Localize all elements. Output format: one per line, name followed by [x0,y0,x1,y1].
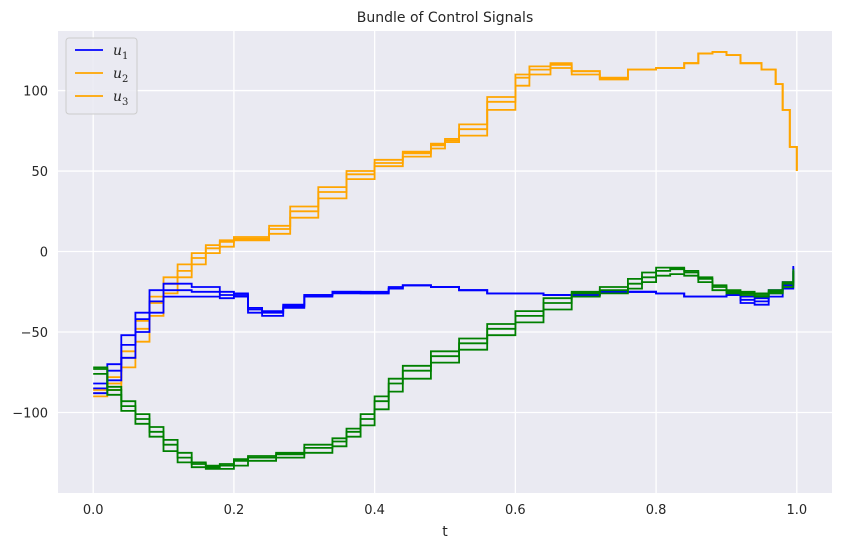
legend: u1 u2 u3 [65,37,138,115]
y-tick-label: −100 [12,407,48,422]
x-tick-label: 0.8 [646,503,667,518]
plot-area [58,31,832,493]
y-tick-label: 100 [23,85,48,100]
y-tick-labels: −100 −50 0 50 100 [12,85,48,422]
x-tick-label: 0.0 [83,503,104,518]
x-tick-label: 0.6 [505,503,526,518]
series-line-u1 [93,266,795,385]
series-layer [93,51,798,470]
x-tick-labels: 0.0 0.2 0.4 0.6 0.8 1.0 [83,503,807,518]
legend-label: u1 [113,43,128,62]
y-tick-label: 50 [31,165,48,180]
series-line-u3 [93,266,795,467]
legend-label: u3 [113,89,128,108]
x-tick-label: 1.0 [786,503,807,518]
legend-frame [65,37,138,115]
y-tick-label: −50 [21,326,48,341]
grid [58,31,832,493]
x-tick-label: 0.2 [224,503,245,518]
chart-title: Bundle of Control Signals [357,10,534,26]
x-tick-label: 0.4 [364,503,385,518]
series-line-u2 [93,51,798,391]
x-axis-label: t [442,524,448,540]
legend-label: u2 [113,66,128,85]
y-tick-label: 0 [40,246,48,261]
